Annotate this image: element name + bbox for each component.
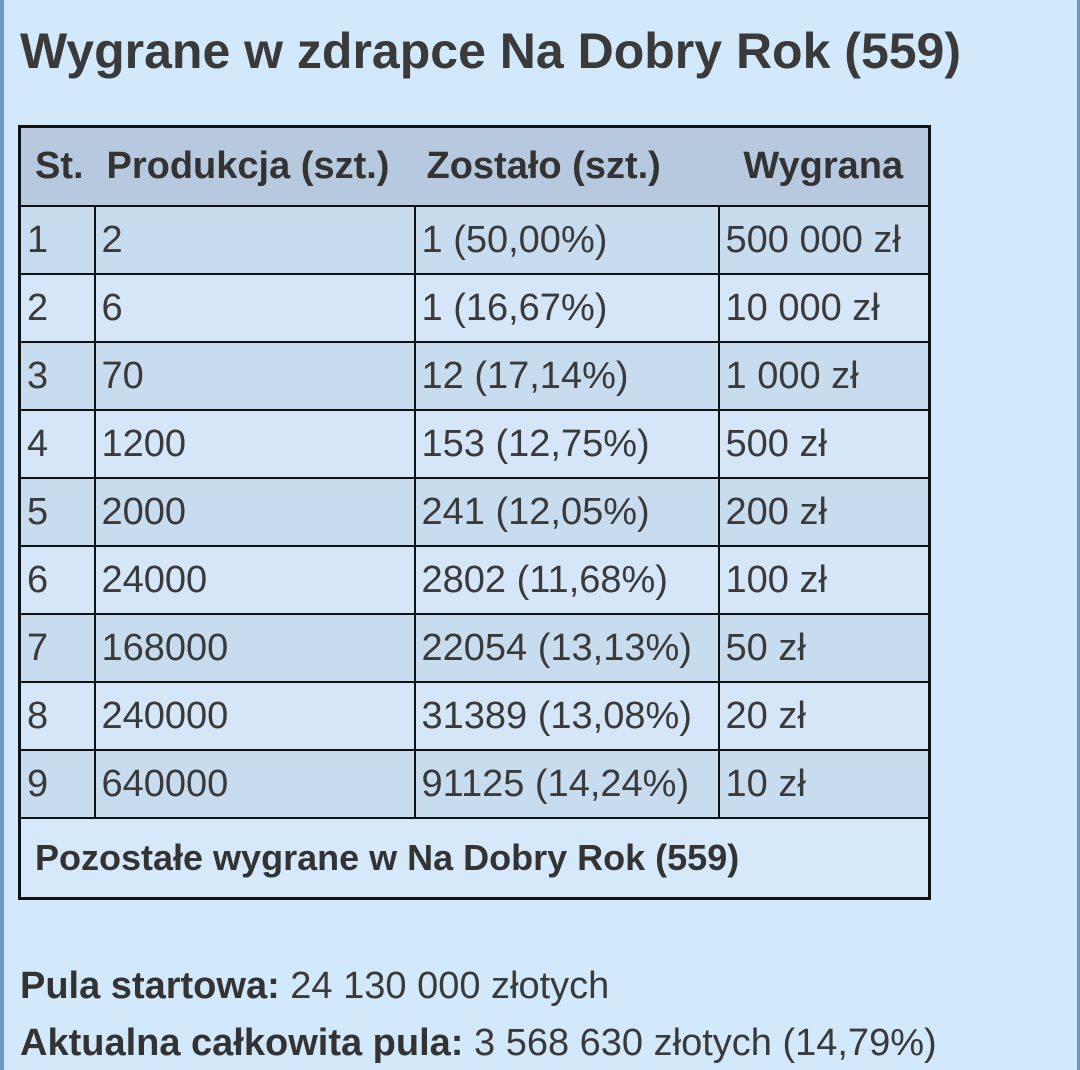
cell-tier: 3 bbox=[18, 341, 96, 411]
cell-prize: 200 zł bbox=[717, 477, 931, 547]
table-header-row: St. Produkcja (szt.) Zostało (szt.) Wygr… bbox=[19, 126, 930, 206]
current-pool-label: Aktualna całkowita pula: bbox=[20, 1022, 464, 1064]
start-pool-label: Pula startowa: bbox=[20, 965, 280, 1007]
table-row: 8 240000 31389 (13,08%) 20 zł bbox=[18, 681, 931, 751]
cell-prize: 500 000 zł bbox=[717, 205, 931, 275]
cell-remaining: 241 (12,05%) bbox=[413, 477, 720, 547]
cell-remaining: 1 (16,67%) bbox=[413, 273, 720, 343]
cell-remaining: 22054 (13,13%) bbox=[413, 613, 720, 683]
cell-production: 2 bbox=[93, 205, 416, 275]
current-pool-value: 3 568 630 złotych (14,79%) bbox=[474, 1022, 937, 1064]
prize-table: St. Produkcja (szt.) Zostało (szt.) Wygr… bbox=[18, 125, 931, 900]
column-header-production: Produkcja (szt.) bbox=[94, 126, 415, 206]
table-row: 9 640000 91125 (14,24%) 10 zł bbox=[18, 749, 931, 819]
cell-prize: 100 zł bbox=[717, 545, 931, 615]
cell-remaining: 91125 (14,24%) bbox=[413, 749, 720, 819]
cell-production: 6 bbox=[93, 273, 416, 343]
more-prizes-link[interactable]: Pozostałe wygrane w Na Dobry Rok (559) bbox=[18, 817, 931, 900]
column-header-remaining: Zostało (szt.) bbox=[414, 126, 719, 206]
table-row: 3 70 12 (17,14%) 1 000 zł bbox=[18, 341, 931, 411]
table-row: 7 168000 22054 (13,13%) 50 zł bbox=[18, 613, 931, 683]
cell-remaining: 153 (12,75%) bbox=[413, 409, 720, 479]
table-row: 5 2000 241 (12,05%) 200 zł bbox=[18, 477, 931, 547]
cell-remaining: 12 (17,14%) bbox=[413, 341, 720, 411]
cell-production: 1200 bbox=[93, 409, 416, 479]
table-footer-row: Pozostałe wygrane w Na Dobry Rok (559) bbox=[18, 817, 931, 900]
cell-remaining: 2802 (11,68%) bbox=[413, 545, 720, 615]
cell-prize: 500 zł bbox=[717, 409, 931, 479]
cell-production: 2000 bbox=[93, 477, 416, 547]
column-header-prize: Wygrana bbox=[718, 126, 930, 206]
table-row: 2 6 1 (16,67%) 10 000 zł bbox=[18, 273, 931, 343]
table-row: 1 2 1 (50,00%) 500 000 zł bbox=[18, 205, 931, 275]
cell-prize: 20 zł bbox=[717, 681, 931, 751]
cell-prize: 10 000 zł bbox=[717, 273, 931, 343]
cell-tier: 4 bbox=[18, 409, 96, 479]
cell-prize: 1 000 zł bbox=[717, 341, 931, 411]
cell-production: 240000 bbox=[93, 681, 416, 751]
cell-prize: 50 zł bbox=[717, 613, 931, 683]
cell-tier: 8 bbox=[18, 681, 96, 751]
cell-tier: 9 bbox=[18, 749, 96, 819]
cell-tier: 1 bbox=[18, 205, 96, 275]
table-row: 6 24000 2802 (11,68%) 100 zł bbox=[18, 545, 931, 615]
cell-production: 24000 bbox=[93, 545, 416, 615]
cell-production: 70 bbox=[93, 341, 416, 411]
cell-prize: 10 zł bbox=[717, 749, 931, 819]
cell-production: 640000 bbox=[93, 749, 416, 819]
cell-tier: 6 bbox=[18, 545, 96, 615]
page-title: Wygrane w zdrapce Na Dobry Rok (559) bbox=[20, 23, 962, 79]
column-header-tier: St. bbox=[19, 126, 95, 206]
page-frame-right bbox=[1077, 0, 1080, 1070]
cell-production: 168000 bbox=[93, 613, 416, 683]
cell-remaining: 31389 (13,08%) bbox=[413, 681, 720, 751]
cell-remaining: 1 (50,00%) bbox=[413, 205, 720, 275]
page-frame-left bbox=[0, 0, 4, 1070]
cell-tier: 2 bbox=[18, 273, 96, 343]
start-pool-line: Pula startowa: 24 130 000 złotych bbox=[20, 962, 609, 1010]
cell-tier: 7 bbox=[18, 613, 96, 683]
start-pool-value: 24 130 000 złotych bbox=[290, 965, 610, 1007]
current-pool-line: Aktualna całkowita pula: 3 568 630 złoty… bbox=[20, 1019, 937, 1067]
cell-tier: 5 bbox=[18, 477, 96, 547]
table-row: 4 1200 153 (12,75%) 500 zł bbox=[18, 409, 931, 479]
